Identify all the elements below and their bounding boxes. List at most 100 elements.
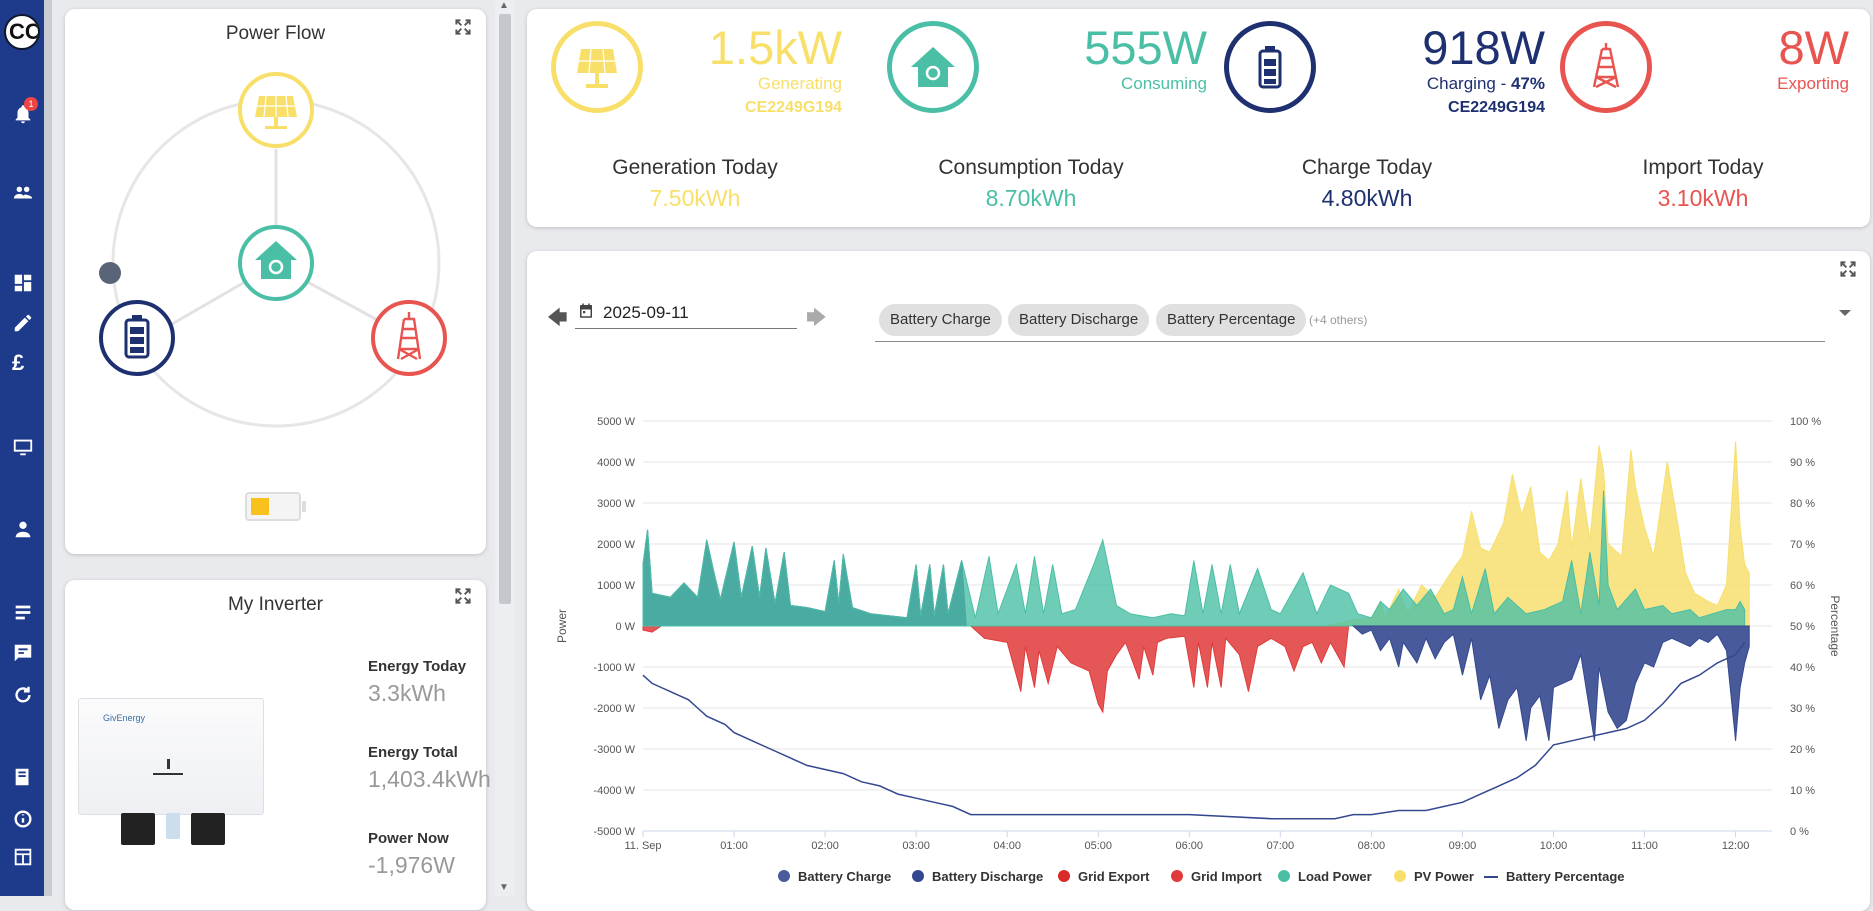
chip-battery-percentage[interactable]: Battery Percentage bbox=[1156, 304, 1307, 336]
page-scrollbar[interactable]: ▲ ▼ bbox=[495, 0, 515, 896]
inverter-brand: GivEnergy bbox=[103, 713, 146, 723]
scroll-up-arrow[interactable]: ▲ bbox=[499, 0, 509, 11]
power-flow-diagram bbox=[99, 72, 447, 521]
legend-item[interactable]: Grid Export bbox=[1058, 869, 1150, 884]
summary-card: 1.5kW Generating CE2249G194 555W Consumi… bbox=[527, 9, 1870, 227]
solar-power-value: 1.5kW bbox=[708, 21, 842, 74]
legend-item[interactable]: Load Power bbox=[1278, 869, 1372, 884]
sidebar: CC 1 £ bbox=[0, 0, 44, 896]
legend-label: Grid Export bbox=[1078, 869, 1150, 884]
chip-battery-charge[interactable]: Battery Charge bbox=[879, 304, 1002, 336]
legend-item[interactable]: Grid Import bbox=[1171, 869, 1262, 884]
consumption-today-label: Consumption Today bbox=[938, 156, 1124, 179]
list-icon[interactable] bbox=[12, 602, 34, 624]
expand-icon[interactable] bbox=[1838, 259, 1858, 279]
legend-marker bbox=[778, 870, 790, 882]
generation-today-label: Generation Today bbox=[612, 156, 778, 179]
expand-icon[interactable] bbox=[453, 17, 473, 37]
grid-node[interactable] bbox=[371, 300, 447, 376]
battery-percent: 47% bbox=[1510, 74, 1545, 93]
chevron-down-icon[interactable] bbox=[1839, 310, 1851, 316]
report-icon[interactable] bbox=[12, 642, 34, 664]
legend-marker bbox=[1058, 870, 1070, 882]
legend-label: Battery Charge bbox=[798, 869, 892, 884]
group-icon[interactable] bbox=[12, 182, 34, 204]
power-now-label: Power Now bbox=[368, 830, 449, 847]
grid-status: Exporting bbox=[1777, 74, 1849, 93]
import-today-label: Import Today bbox=[1642, 156, 1764, 179]
power-now-value: -1,976W bbox=[368, 852, 455, 878]
notification-badge: 1 bbox=[24, 97, 38, 111]
inverter-title: My Inverter bbox=[227, 594, 324, 615]
monitor-icon[interactable] bbox=[12, 436, 34, 458]
power-flow-title: Power Flow bbox=[225, 23, 326, 44]
solar-panel-icon bbox=[577, 48, 617, 88]
legend-marker bbox=[912, 870, 924, 882]
grid-tower-icon bbox=[1592, 43, 1620, 89]
solar-node[interactable] bbox=[238, 72, 314, 148]
charge-today-label: Charge Today bbox=[1301, 156, 1433, 179]
legend-marker bbox=[1278, 870, 1290, 882]
energy-total-label: Energy Total bbox=[368, 744, 458, 761]
power-flow-card: Power Flow bbox=[65, 9, 486, 554]
home-status: Consuming bbox=[1121, 74, 1207, 93]
user-icon[interactable] bbox=[12, 518, 34, 540]
my-inverter-card: My Inverter GivEnergy Energy Today 3.3kW… bbox=[65, 580, 491, 910]
legend-item[interactable]: PV Power bbox=[1394, 869, 1474, 884]
table-icon[interactable] bbox=[12, 846, 34, 868]
battery-status-text: Charging - bbox=[1426, 74, 1511, 93]
charge-today-value: 4.80kWh bbox=[1321, 185, 1413, 211]
legend-item[interactable]: Battery Discharge bbox=[912, 869, 1043, 884]
grid-power-value: 8W bbox=[1778, 21, 1850, 74]
legend-label: Grid Import bbox=[1191, 869, 1262, 884]
energy-today-value: 3.3kWh bbox=[368, 680, 446, 706]
generation-today-value: 7.50kWh bbox=[649, 185, 741, 211]
energy-total-value: 1,403.4kWh bbox=[368, 766, 491, 792]
series-select[interactable] bbox=[875, 298, 1825, 342]
battery-icon bbox=[1258, 46, 1282, 89]
refresh-icon[interactable] bbox=[12, 684, 34, 706]
prev-day-arrow[interactable]: 🡄 bbox=[547, 307, 568, 329]
solar-status: Generating bbox=[757, 74, 842, 93]
legend-marker bbox=[1484, 876, 1498, 878]
pound-icon[interactable]: £ bbox=[12, 350, 25, 375]
pencil-icon[interactable] bbox=[12, 312, 34, 334]
battery-node[interactable] bbox=[99, 300, 175, 376]
energy-today-label: Energy Today bbox=[368, 658, 467, 675]
legend-label: Battery Discharge bbox=[932, 869, 1044, 884]
date-picker[interactable]: 2025-09-11 bbox=[575, 298, 797, 329]
legend-item[interactable]: Battery Charge bbox=[778, 869, 891, 884]
scroll-thumb[interactable] bbox=[499, 14, 511, 604]
scroll-down-arrow[interactable]: ▼ bbox=[499, 882, 509, 893]
legend-marker bbox=[1394, 870, 1406, 882]
home-power-value: 555W bbox=[1084, 21, 1207, 74]
dashboard-icon[interactable] bbox=[12, 272, 34, 294]
solar-circle[interactable] bbox=[551, 21, 643, 113]
chip-battery-discharge[interactable]: Battery Discharge bbox=[1008, 304, 1150, 336]
legend-label: PV Power bbox=[1414, 869, 1474, 884]
sidebar-edge bbox=[44, 0, 52, 896]
date-value: 2025-09-11 bbox=[603, 303, 689, 322]
app-logo[interactable]: CC bbox=[4, 14, 40, 50]
solar-serial: CE2249G194 bbox=[745, 99, 842, 116]
legend-item[interactable]: Battery Percentage bbox=[1484, 869, 1625, 884]
next-day-arrow[interactable]: 🡆 bbox=[806, 307, 827, 329]
book-icon[interactable] bbox=[12, 766, 34, 788]
battery-serial: CE2249G194 bbox=[1448, 99, 1545, 116]
chart-card bbox=[527, 251, 1870, 911]
battery-power-value: 918W bbox=[1422, 21, 1545, 74]
info-icon[interactable] bbox=[12, 808, 34, 830]
legend-marker bbox=[1171, 870, 1183, 882]
more-series-count: (+4 others) bbox=[1309, 313, 1368, 327]
legend-label: Battery Percentage bbox=[1506, 869, 1625, 884]
import-today-value: 3.10kWh bbox=[1657, 185, 1749, 211]
inverter-image: GivEnergy bbox=[78, 698, 264, 815]
battery-status: Charging - 47% bbox=[1327, 74, 1545, 94]
home-circle[interactable] bbox=[887, 21, 979, 113]
home-node[interactable] bbox=[238, 225, 314, 301]
battery-circle[interactable] bbox=[1224, 21, 1316, 113]
grid-circle[interactable] bbox=[1560, 21, 1652, 113]
consumption-today-value: 8.70kWh bbox=[985, 185, 1077, 211]
home-icon bbox=[911, 47, 955, 87]
expand-icon[interactable] bbox=[453, 586, 473, 606]
